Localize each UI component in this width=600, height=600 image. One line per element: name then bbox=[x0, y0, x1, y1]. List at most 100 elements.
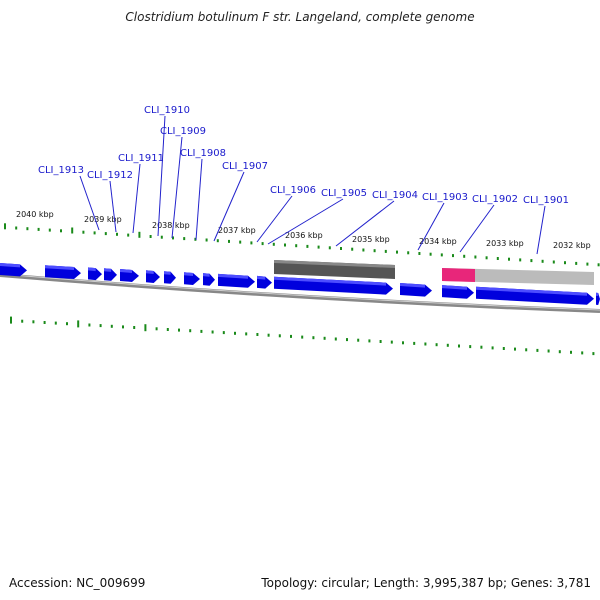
minor-tick bbox=[429, 252, 432, 256]
genome-summary: Topology: circular; Length: 3,995,387 bp… bbox=[261, 576, 591, 590]
minor-tick bbox=[536, 348, 539, 352]
outer-tick-ring bbox=[4, 223, 600, 267]
minor-tick bbox=[295, 244, 298, 248]
minor-tick bbox=[480, 345, 483, 349]
minor-tick bbox=[351, 247, 354, 251]
minor-tick bbox=[514, 347, 516, 351]
minor-tick bbox=[149, 235, 152, 238]
minor-tick bbox=[458, 344, 460, 348]
gene-arrow[interactable] bbox=[88, 267, 102, 281]
major-tick bbox=[4, 223, 6, 230]
minor-tick bbox=[519, 258, 522, 262]
leader-line bbox=[335, 200, 395, 247]
minor-tick bbox=[463, 254, 466, 258]
minor-tick bbox=[301, 335, 304, 339]
gene-arrow[interactable] bbox=[146, 270, 160, 283]
minor-tick bbox=[379, 340, 382, 343]
leader-line bbox=[256, 195, 293, 243]
leader-line bbox=[79, 175, 100, 231]
gene-arrow[interactable] bbox=[203, 273, 215, 286]
minor-tick bbox=[272, 242, 275, 246]
minor-tick bbox=[368, 339, 371, 343]
gene-label[interactable]: CLI_1906 bbox=[270, 185, 316, 196]
minor-tick bbox=[290, 334, 292, 338]
accession-label: Accession: NC_009699 bbox=[9, 576, 146, 590]
feature-bar-left[interactable] bbox=[274, 260, 395, 279]
minor-tick bbox=[564, 261, 566, 265]
minor-tick bbox=[278, 334, 281, 338]
gene-label[interactable]: CLI_1903 bbox=[422, 192, 468, 203]
gene-labels: CLI_1910 CLI_1909 CLI_1908 CLI_1907 CLI_1913… bbox=[38, 105, 569, 206]
gene-label[interactable]: CLI_1908 bbox=[180, 148, 226, 159]
minor-tick bbox=[122, 325, 124, 329]
gene-arrow[interactable] bbox=[0, 263, 27, 277]
gene-arrow[interactable] bbox=[218, 273, 255, 288]
minor-tick bbox=[373, 249, 376, 253]
minor-tick bbox=[216, 239, 219, 243]
minor-tick bbox=[402, 341, 404, 345]
minor-tick bbox=[183, 237, 186, 241]
gene-label[interactable]: CLI_1909 bbox=[160, 126, 206, 137]
leader-line bbox=[109, 180, 117, 233]
minor-tick bbox=[530, 259, 533, 263]
minor-tick bbox=[32, 320, 35, 324]
genome-backbone-highlight bbox=[0, 273, 600, 311]
minor-tick bbox=[390, 340, 393, 344]
minor-tick bbox=[541, 259, 544, 263]
minor-tick bbox=[491, 346, 494, 350]
scale-label: 2033 kbp bbox=[486, 239, 524, 248]
major-tick bbox=[144, 324, 147, 332]
minor-tick bbox=[256, 333, 259, 336]
minor-tick bbox=[407, 251, 410, 255]
minor-tick bbox=[396, 250, 398, 254]
gene-label[interactable]: CLI_1911 bbox=[118, 153, 164, 164]
major-tick bbox=[10, 316, 12, 324]
minor-tick bbox=[581, 351, 584, 355]
minor-tick bbox=[93, 231, 96, 235]
minor-tick bbox=[228, 239, 230, 243]
scale-label: 2037 kbp bbox=[218, 226, 256, 235]
gene-label[interactable]: CLI_1910 bbox=[144, 105, 190, 116]
gene-track bbox=[0, 263, 600, 305]
minor-tick bbox=[127, 233, 130, 237]
scale-label: 2038 kbp bbox=[152, 221, 190, 230]
gene-arrow[interactable] bbox=[476, 286, 594, 305]
minor-tick bbox=[26, 227, 29, 231]
gene-arrow[interactable] bbox=[104, 268, 117, 281]
gene-arrow[interactable] bbox=[45, 265, 81, 280]
minor-tick bbox=[261, 242, 264, 246]
gene-arrow[interactable] bbox=[400, 283, 432, 297]
gene-arrow[interactable] bbox=[442, 285, 474, 299]
gene-arrow[interactable] bbox=[596, 292, 600, 305]
minor-tick bbox=[133, 326, 136, 329]
leader-line bbox=[195, 158, 203, 241]
gene-label[interactable]: CLI_1905 bbox=[321, 188, 367, 199]
gene-arrow[interactable] bbox=[164, 271, 176, 284]
gene-label[interactable]: CLI_1901 bbox=[523, 195, 569, 206]
gene-label[interactable]: CLI_1904 bbox=[372, 190, 418, 201]
gene-label[interactable]: CLI_1912 bbox=[87, 170, 133, 181]
gene-label[interactable]: CLI_1907 bbox=[222, 161, 268, 172]
minor-tick bbox=[328, 246, 331, 250]
major-tick bbox=[138, 231, 141, 238]
gene-label[interactable]: CLI_1902 bbox=[472, 194, 518, 205]
minor-tick bbox=[424, 342, 427, 346]
leader-line bbox=[132, 163, 141, 234]
gene-arrow[interactable] bbox=[120, 269, 139, 282]
gene-arrow[interactable] bbox=[257, 275, 272, 289]
scale-label: 2035 kbp bbox=[352, 235, 390, 244]
minor-tick bbox=[446, 343, 449, 347]
minor-tick bbox=[312, 336, 315, 340]
minor-tick bbox=[66, 322, 68, 326]
minor-tick bbox=[597, 263, 600, 267]
minor-tick bbox=[346, 338, 348, 342]
minor-tick bbox=[160, 235, 163, 239]
feature-bar-right[interactable] bbox=[442, 268, 594, 285]
gene-arrow[interactable] bbox=[184, 272, 200, 285]
minor-tick bbox=[413, 341, 416, 345]
gene-arrow[interactable] bbox=[274, 276, 393, 295]
gene-label[interactable]: CLI_1913 bbox=[38, 165, 84, 176]
minor-tick bbox=[485, 256, 488, 260]
minor-tick bbox=[267, 333, 270, 337]
